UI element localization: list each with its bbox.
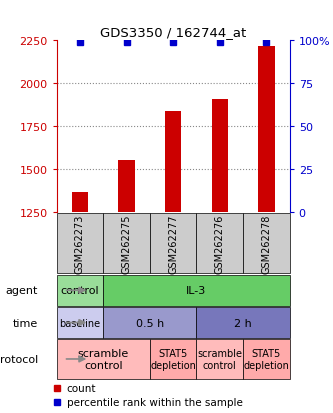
Bar — [243, 214, 290, 274]
Text: 2 h: 2 h — [234, 318, 252, 328]
Bar — [150, 339, 196, 379]
Text: time: time — [13, 318, 38, 328]
Text: GSM262276: GSM262276 — [215, 214, 225, 273]
Text: scramble
control: scramble control — [78, 348, 129, 370]
Text: control: control — [61, 285, 99, 296]
Text: STAT5
depletion: STAT5 depletion — [243, 348, 289, 370]
Text: GSM262278: GSM262278 — [261, 214, 271, 273]
Text: agent: agent — [6, 285, 38, 296]
Text: count: count — [67, 383, 96, 393]
Text: GSM262277: GSM262277 — [168, 214, 178, 273]
Bar — [72, 192, 88, 213]
Text: IL-3: IL-3 — [186, 285, 206, 296]
Bar — [119, 160, 135, 213]
Bar — [196, 339, 243, 379]
Text: protocol: protocol — [0, 354, 38, 364]
Text: baseline: baseline — [59, 318, 101, 328]
Bar — [196, 307, 290, 338]
Bar — [165, 112, 181, 213]
Bar — [243, 339, 290, 379]
Bar — [103, 275, 290, 306]
Text: 0.5 h: 0.5 h — [136, 318, 164, 328]
Bar — [212, 100, 228, 213]
Bar — [150, 214, 196, 274]
Bar — [103, 214, 150, 274]
Bar — [103, 307, 196, 338]
Text: GSM262273: GSM262273 — [75, 214, 85, 273]
Bar — [57, 214, 103, 274]
Bar — [57, 307, 103, 338]
Text: STAT5
depletion: STAT5 depletion — [150, 348, 196, 370]
Text: scramble
control: scramble control — [197, 348, 242, 370]
Title: GDS3350 / 162744_at: GDS3350 / 162744_at — [100, 26, 246, 39]
Text: percentile rank within the sample: percentile rank within the sample — [67, 398, 242, 408]
Bar — [258, 46, 274, 213]
Text: GSM262275: GSM262275 — [122, 214, 132, 273]
Bar — [196, 214, 243, 274]
Bar — [57, 275, 103, 306]
Bar — [57, 339, 150, 379]
